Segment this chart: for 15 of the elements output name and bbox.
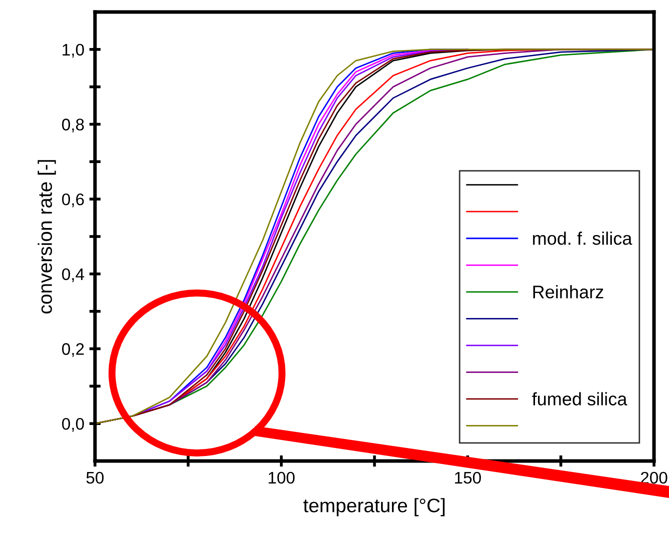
legend-label: mod. f. silica [533,232,632,245]
legend-label: Reinharz [533,285,604,298]
y-tick-label: 0,6 [62,193,84,208]
x-tick-label: 50 [86,472,104,484]
y-tick-label: 0,2 [62,343,84,357]
legend-label: fumed silica [532,392,628,406]
x-tick-label: 200 [640,472,668,484]
y-tick-label: 0,4 [62,268,84,282]
y-tick-label: 0,8 [62,118,84,132]
y-axis-title: conversion rate [-] [38,160,56,314]
x-axis-title: temperature [°C] [303,498,445,516]
x-tick-label: 100 [268,472,295,484]
x-tick-label: 150 [455,472,481,484]
y-tick-label: 0,0 [62,418,84,432]
y-tick-label: 1,0 [62,44,84,58]
